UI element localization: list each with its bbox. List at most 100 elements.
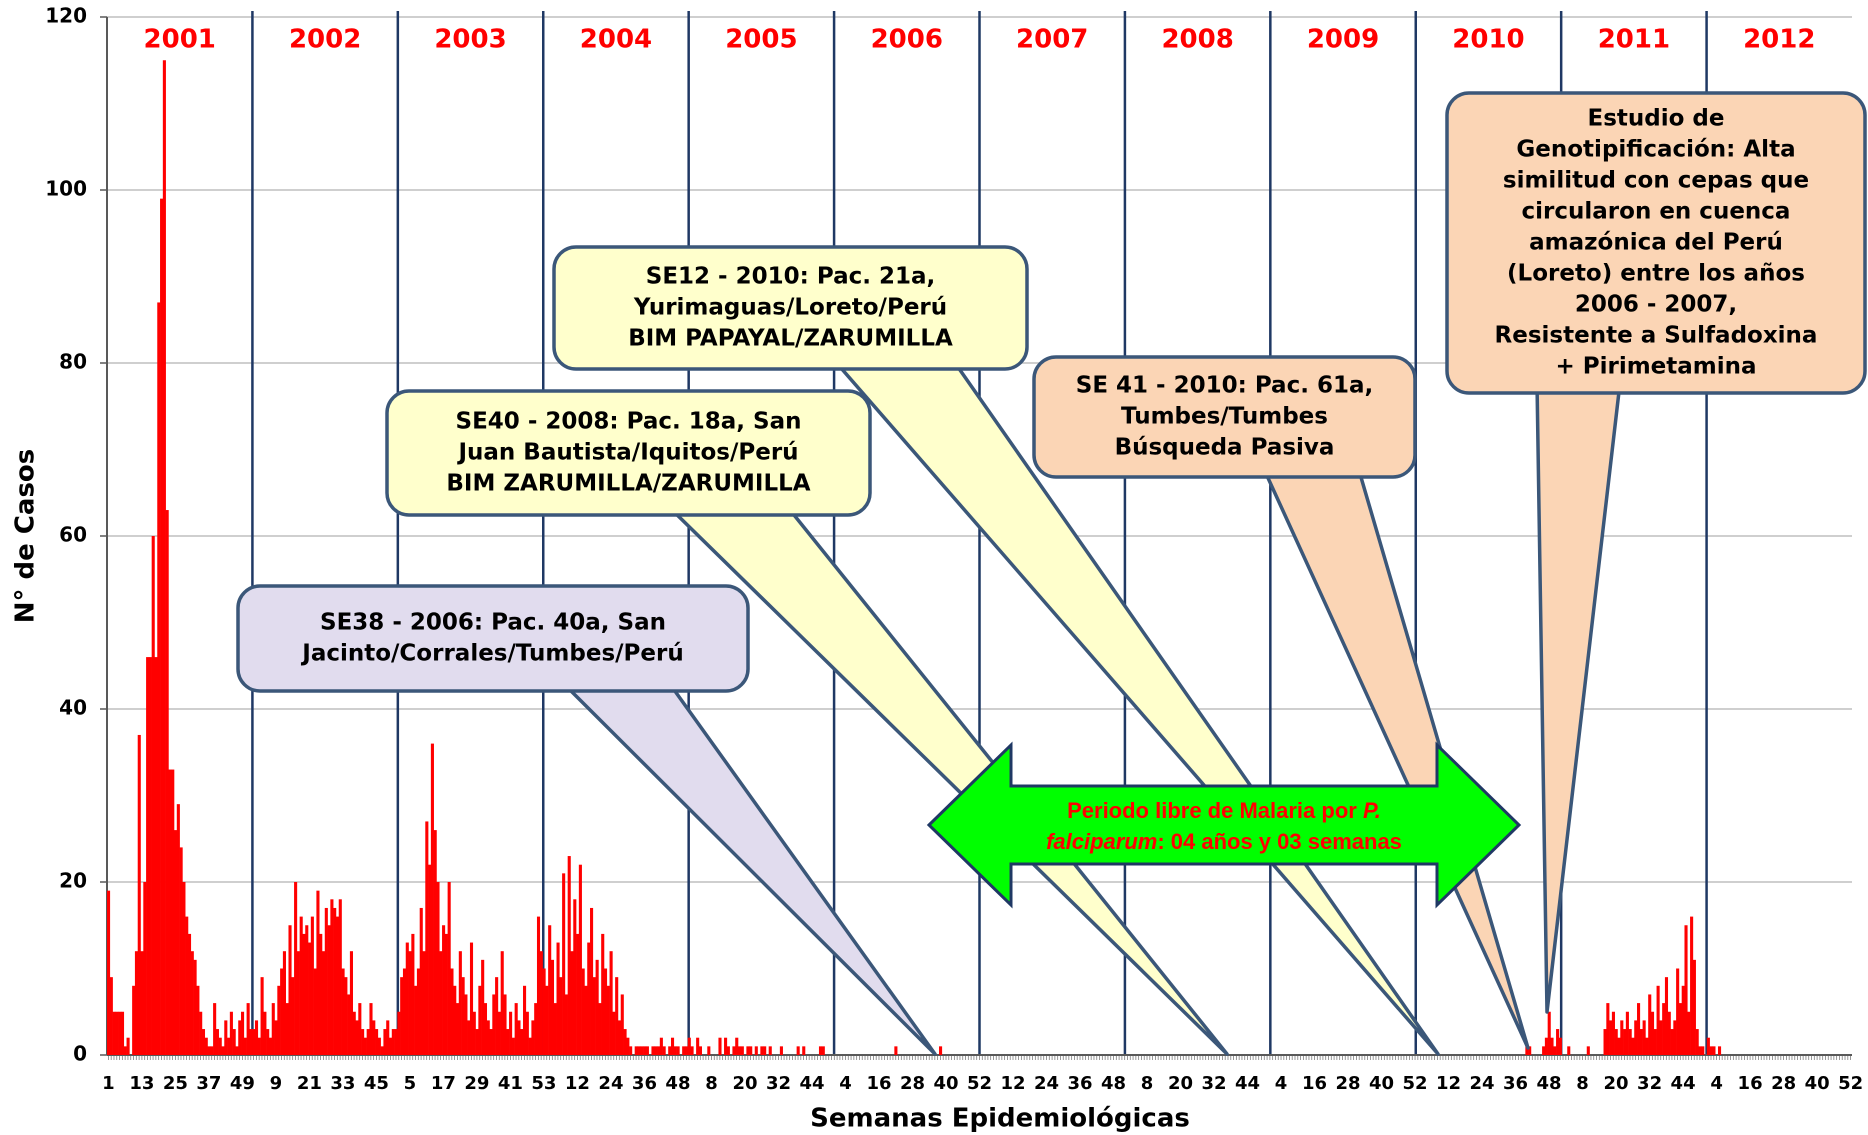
bar bbox=[634, 1046, 638, 1055]
bar bbox=[1567, 1046, 1571, 1055]
bar bbox=[472, 1011, 476, 1055]
bar bbox=[553, 1003, 557, 1055]
bar bbox=[1717, 1046, 1722, 1055]
callout-box bbox=[385, 389, 872, 517]
bar bbox=[363, 1037, 367, 1055]
bar bbox=[1558, 1037, 1562, 1055]
x-tick-label: 20 bbox=[1168, 1073, 1193, 1094]
bar bbox=[224, 1020, 228, 1055]
overlay: SE38 - 2006: Pac. 40a, San Jacinto/Corral… bbox=[236, 91, 1867, 1056]
bar bbox=[344, 977, 348, 1055]
arrow-text-part: Periodo libre de Malaria por bbox=[1067, 798, 1363, 823]
bar bbox=[548, 925, 552, 1055]
bar bbox=[210, 1046, 214, 1055]
bar bbox=[617, 1020, 622, 1055]
bar bbox=[1662, 1003, 1666, 1055]
x-tick-label: 8 bbox=[1141, 1073, 1154, 1094]
x-axis-title: Semanas Epidemiológicas bbox=[810, 1104, 1190, 1134]
bar bbox=[651, 1046, 655, 1055]
bar bbox=[151, 536, 155, 1055]
bar bbox=[174, 830, 178, 1055]
bar bbox=[1698, 1046, 1702, 1055]
bar bbox=[606, 985, 610, 1055]
year-label: 2009 bbox=[1307, 25, 1379, 55]
bar bbox=[271, 1003, 275, 1055]
bar bbox=[475, 1029, 479, 1055]
bar bbox=[1625, 1011, 1629, 1055]
arrow-text-part: falciparum bbox=[1046, 829, 1157, 854]
bar bbox=[246, 1003, 250, 1055]
callout-text: Yurimaguas/Loreto/Perú bbox=[633, 295, 947, 321]
bar bbox=[592, 977, 596, 1055]
bar bbox=[581, 968, 585, 1055]
bar bbox=[196, 985, 200, 1055]
x-tick-label: 16 bbox=[1738, 1073, 1763, 1094]
bar bbox=[481, 959, 485, 1055]
bar bbox=[542, 968, 546, 1055]
bar bbox=[414, 985, 418, 1055]
bar bbox=[623, 1029, 627, 1055]
bar bbox=[154, 657, 158, 1055]
bar bbox=[263, 1011, 267, 1055]
bar bbox=[366, 1029, 370, 1055]
bar bbox=[243, 1037, 247, 1055]
bar bbox=[296, 951, 300, 1055]
y-tick-label: 80 bbox=[59, 350, 87, 374]
x-tick-label: 29 bbox=[464, 1073, 489, 1094]
bar bbox=[400, 977, 404, 1055]
bar bbox=[562, 873, 566, 1055]
callout-text: Juan Bautista/Iquitos/Perú bbox=[456, 440, 798, 466]
callout-text: 2006 - 2007, bbox=[1575, 292, 1737, 318]
callout-text: SE40 - 2008: Pac. 18a, San bbox=[456, 409, 802, 435]
bar bbox=[598, 1003, 602, 1055]
bar bbox=[428, 864, 432, 1055]
bar bbox=[696, 1037, 700, 1055]
bar bbox=[489, 1029, 493, 1055]
bar bbox=[511, 1037, 515, 1055]
bar bbox=[821, 1046, 825, 1055]
x-tick-label: 48 bbox=[665, 1073, 690, 1094]
bar bbox=[146, 657, 150, 1055]
bar bbox=[534, 1003, 538, 1055]
bar bbox=[285, 1003, 289, 1055]
x-tick-label: 28 bbox=[1771, 1073, 1796, 1094]
callout-text: Búsqueda Pasiva bbox=[1115, 435, 1335, 461]
bar bbox=[1586, 1046, 1590, 1055]
bar bbox=[495, 977, 499, 1055]
bar bbox=[1648, 994, 1652, 1055]
bar bbox=[201, 1029, 206, 1055]
bar bbox=[380, 1046, 384, 1055]
bar bbox=[386, 1020, 390, 1055]
bar bbox=[796, 1046, 800, 1055]
x-tick-label: 36 bbox=[1503, 1073, 1528, 1094]
bar bbox=[670, 1037, 675, 1055]
bar bbox=[1628, 1029, 1632, 1055]
y-tick-label: 120 bbox=[45, 4, 87, 28]
x-tick-label: 28 bbox=[900, 1073, 925, 1094]
bar bbox=[115, 1011, 119, 1055]
bar bbox=[361, 1029, 365, 1055]
x-tick-label: 52 bbox=[1403, 1073, 1428, 1094]
bar bbox=[754, 1046, 758, 1055]
bar bbox=[140, 951, 144, 1055]
bar bbox=[294, 882, 298, 1055]
bar bbox=[612, 1011, 616, 1055]
bar bbox=[1709, 1046, 1713, 1055]
bar bbox=[528, 1037, 532, 1055]
bar bbox=[171, 769, 175, 1055]
y-tick-label: 20 bbox=[59, 869, 87, 893]
bar bbox=[442, 925, 446, 1055]
bar bbox=[132, 985, 136, 1055]
bar bbox=[266, 1029, 270, 1055]
bar bbox=[1553, 1046, 1557, 1055]
bar bbox=[573, 899, 577, 1055]
x-tick-label: 21 bbox=[297, 1073, 322, 1094]
bar bbox=[643, 1046, 647, 1055]
bar bbox=[732, 1046, 736, 1055]
callout-text: SE12 - 2010: Pac. 21a, bbox=[646, 264, 935, 290]
bar bbox=[268, 1037, 273, 1055]
bar bbox=[252, 1029, 256, 1055]
bar bbox=[235, 1046, 239, 1055]
bar bbox=[1556, 1029, 1560, 1055]
bar bbox=[1620, 1020, 1624, 1055]
